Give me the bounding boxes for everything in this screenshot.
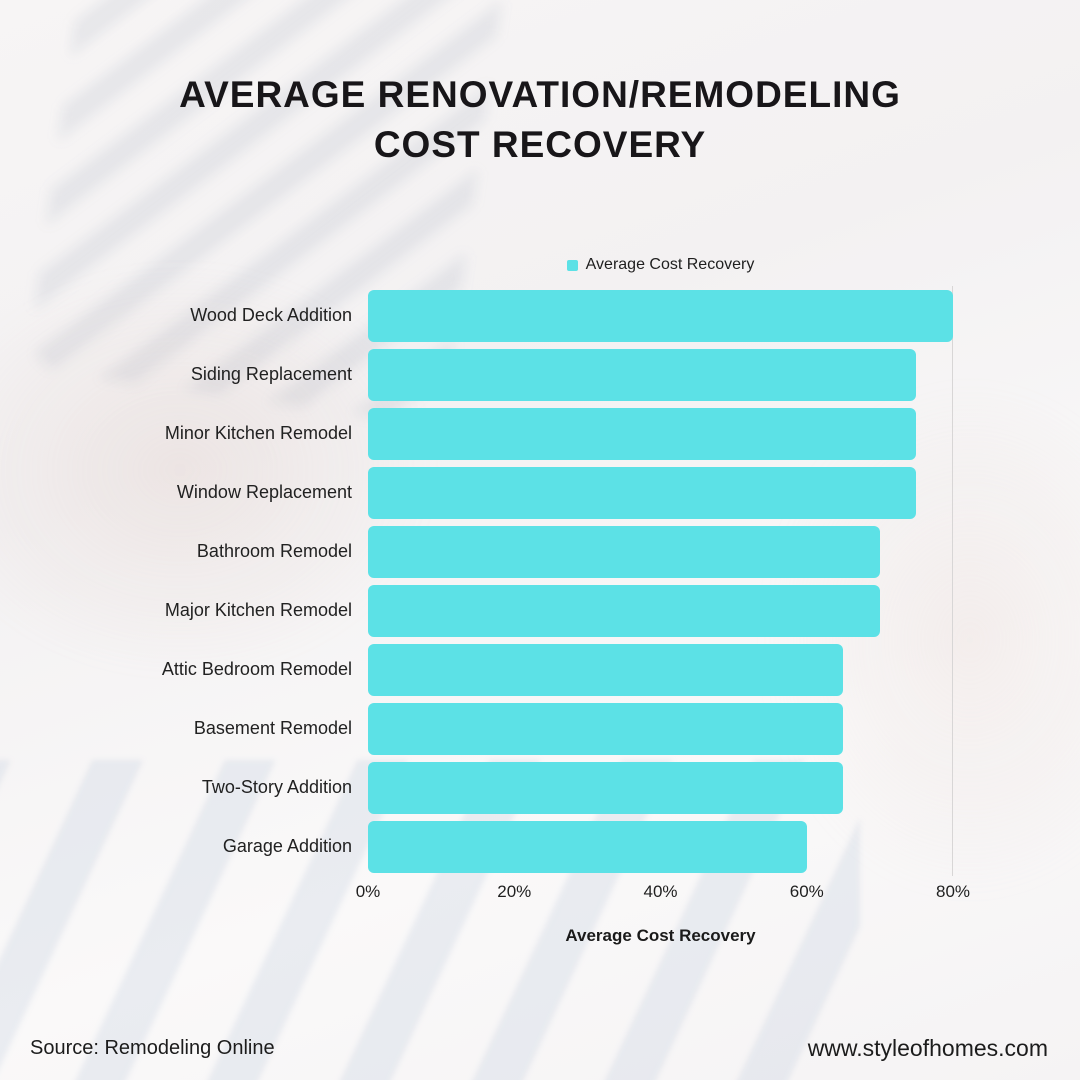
legend-label: Average Cost Recovery xyxy=(585,256,755,273)
x-axis-row: 0% 20% 40% 60% 80% xyxy=(30,882,970,908)
chart-row: Basement Remodel xyxy=(30,699,953,758)
category-label: Siding Replacement xyxy=(190,364,352,384)
bar-track xyxy=(368,584,953,637)
bar-track xyxy=(368,820,953,873)
x-tick-label: 40% xyxy=(643,882,678,901)
bar xyxy=(368,525,880,578)
bar xyxy=(368,820,807,873)
bar xyxy=(368,761,844,814)
bar-track xyxy=(368,643,953,696)
chart-row: Major Kitchen Remodel xyxy=(30,581,953,640)
category-label: Wood Deck Addition xyxy=(190,305,352,325)
bar-track xyxy=(368,466,953,519)
page-title-line1: AVERAGE RENOVATION/REMODELING xyxy=(179,74,901,115)
bar-chart: Average Cost Recovery Wood Deck Addition… xyxy=(30,256,970,946)
chart-legend-row: Average Cost Recovery xyxy=(30,256,953,274)
bar xyxy=(368,348,917,401)
chart-row: Garage Addition xyxy=(30,817,953,876)
page-title-line2: COST RECOVERY xyxy=(373,123,707,165)
source-credit: Source: Remodeling Online xyxy=(30,1037,275,1059)
category-label: Garage Addition xyxy=(222,836,352,856)
x-tick-label: 60% xyxy=(789,882,824,901)
bar xyxy=(368,289,953,342)
category-label: Window Replacement xyxy=(176,482,352,502)
chart-row: Siding Replacement xyxy=(30,345,953,404)
x-axis-label: Average Cost Recovery xyxy=(565,926,756,945)
category-label: Bathroom Remodel xyxy=(196,541,352,561)
x-axis: 0% 20% 40% 60% 80% xyxy=(356,882,970,908)
background-art-blob-left xyxy=(0,260,440,680)
bar xyxy=(368,643,844,696)
gridline-80pct xyxy=(952,286,953,876)
bar xyxy=(368,466,917,519)
category-label: Attic Bedroom Remodel xyxy=(161,659,352,679)
x-tick-label: 80% xyxy=(935,882,971,901)
x-tick-label: 20% xyxy=(497,882,532,901)
bar xyxy=(368,584,880,637)
bar xyxy=(368,702,844,755)
bar-track xyxy=(368,407,953,460)
bar-track xyxy=(368,761,953,814)
category-label: Two-Story Addition xyxy=(201,777,352,797)
x-tick-label: 0% xyxy=(355,882,381,901)
category-label: Minor Kitchen Remodel xyxy=(164,423,352,443)
category-label: Major Kitchen Remodel xyxy=(164,600,352,620)
chart-row: Two-Story Addition xyxy=(30,758,953,817)
x-axis-label-row: Average Cost Recovery xyxy=(30,926,953,946)
chart-legend: Average Cost Recovery xyxy=(368,256,953,274)
bar-track xyxy=(368,702,953,755)
legend-swatch-icon xyxy=(566,259,578,271)
chart-row: Wood Deck Addition xyxy=(30,286,953,345)
bar-track xyxy=(368,525,953,578)
chart-plot-area: Wood Deck Addition Siding Replacement Mino… xyxy=(30,286,953,876)
bar-track xyxy=(368,348,953,401)
chart-row: Attic Bedroom Remodel xyxy=(30,640,953,699)
chart-row: Bathroom Remodel xyxy=(30,522,953,581)
website-link[interactable]: www.styleofhomes.com xyxy=(807,1035,1048,1061)
page-title: AVERAGE RENOVATION/REMODELING COST RECOV… xyxy=(0,70,1080,170)
category-label: Basement Remodel xyxy=(193,718,352,738)
bar-track xyxy=(368,289,953,342)
chart-row: Minor Kitchen Remodel xyxy=(30,404,953,463)
chart-row: Window Replacement xyxy=(30,463,953,522)
bar xyxy=(368,407,917,460)
